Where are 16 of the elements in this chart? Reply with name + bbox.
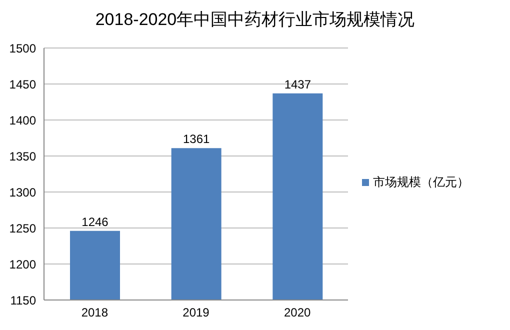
y-tick-label: 1500 <box>9 41 36 56</box>
y-tick-label: 1350 <box>9 149 36 164</box>
y-tick-label: 1150 <box>10 293 36 308</box>
legend-label: 市场规模（亿元） <box>373 174 469 190</box>
x-tick-label: 2019 <box>182 306 210 320</box>
y-tick-label: 1300 <box>9 185 36 200</box>
y-tick-label: 1450 <box>9 77 36 92</box>
chart-title: 2018-2020年中国中药材行业市场规模情况 <box>94 9 416 31</box>
y-tick-label: 1250 <box>9 221 36 236</box>
data-label: 1361 <box>182 132 210 146</box>
y-tick-label: 1400 <box>9 113 36 128</box>
x-tick-label: 2018 <box>81 306 108 320</box>
y-tick-label: 1200 <box>9 257 36 272</box>
data-label: 1246 <box>82 214 109 229</box>
x-tick-label: 2020 <box>284 306 312 320</box>
data-label: 1437 <box>284 77 312 92</box>
